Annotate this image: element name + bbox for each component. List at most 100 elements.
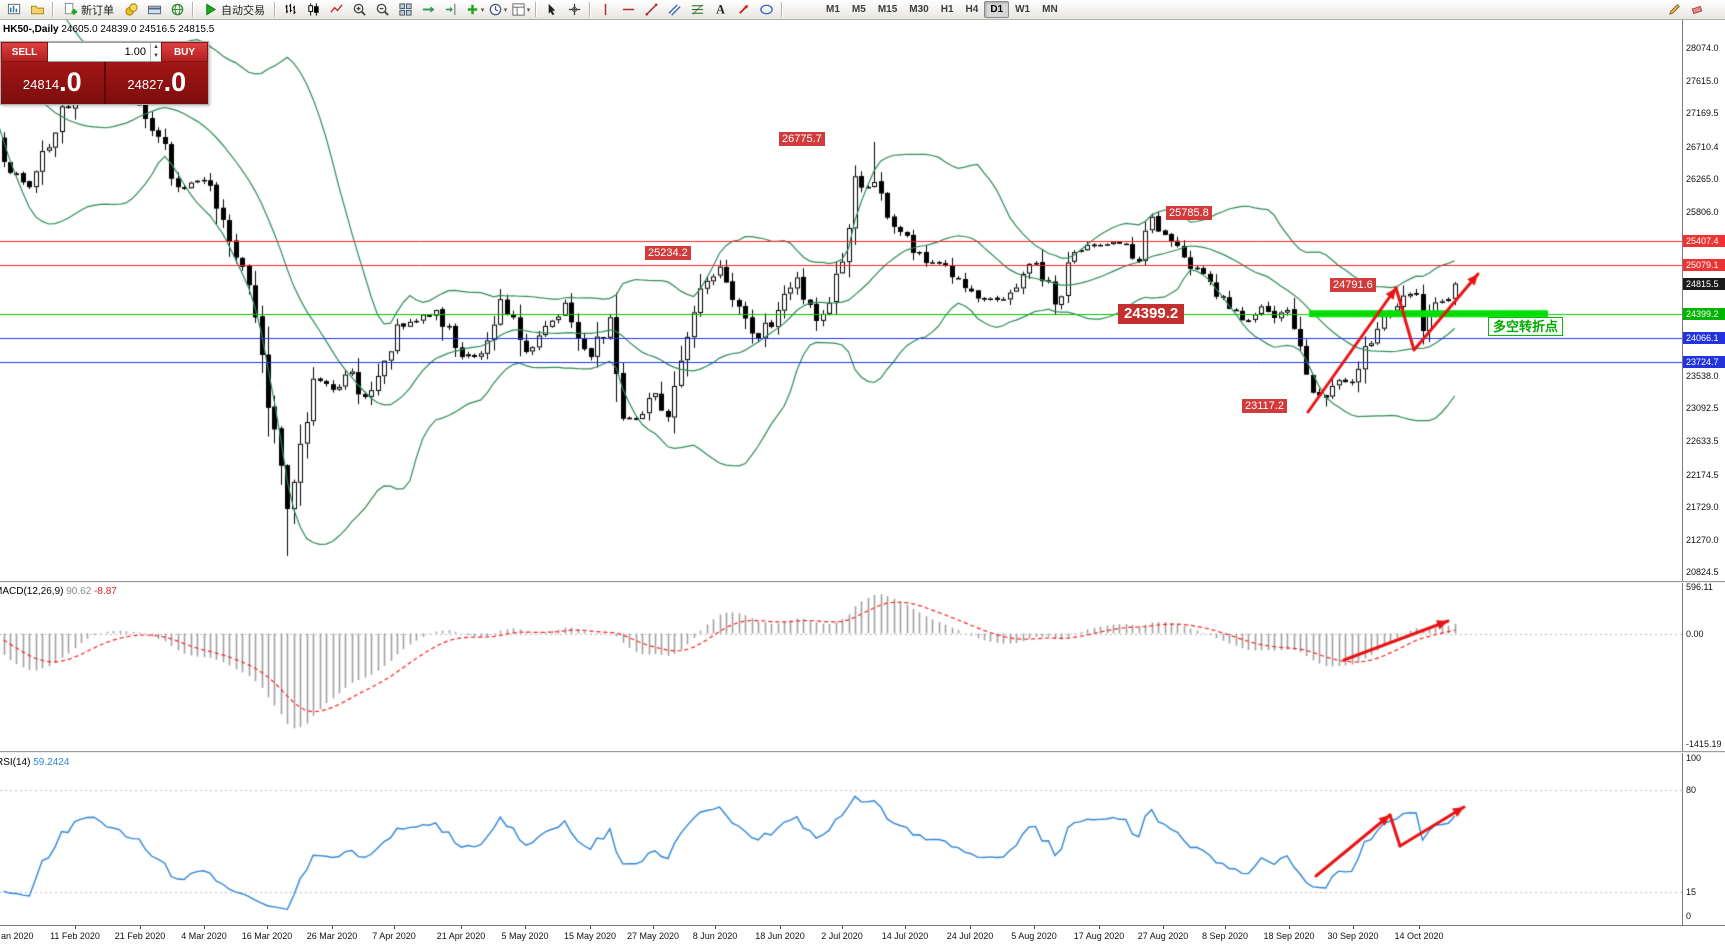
price-axis[interactable]: 28074.0 27615.0 27169.5 26710.4 26265.0 25806… [1682, 20, 1725, 925]
x-axis-date: an 2020 [1, 931, 34, 941]
crosshair-icon[interactable] [563, 1, 586, 19]
toolbar-separator [192, 2, 194, 17]
macd-indicator-label: MACD(12,26,9) 90.62 -8.87 [0, 586, 117, 597]
buy-price-main: 24827 [127, 77, 164, 92]
arrows-icon[interactable] [732, 1, 755, 19]
zoom-in-icon[interactable] [348, 1, 371, 19]
tile-windows-icon[interactable] [394, 1, 417, 19]
profiles-icon[interactable] [26, 1, 49, 19]
x-axis-tick-mark [1225, 926, 1226, 929]
channel-icon[interactable] [663, 1, 686, 19]
y-axis-tick: 23092.5 [1686, 403, 1719, 414]
sell-price-button[interactable]: 24814.0 [1, 62, 104, 104]
timeframe-M30[interactable]: M30 [903, 1, 934, 18]
x-axis-date: 21 Feb 2020 [114, 931, 166, 941]
x-axis-date: 21 Apr 2020 [436, 931, 486, 941]
x-axis-tick-mark [905, 926, 906, 929]
price-callout-23117.2[interactable]: 23117.2 [1242, 399, 1287, 413]
x-axis-date: 5 May 2020 [501, 931, 549, 941]
fibonacci-icon[interactable] [686, 1, 709, 19]
spinner-down-icon[interactable]: ▼ [153, 53, 159, 59]
x-axis-tick-mark [461, 926, 462, 929]
autotrading-button[interactable]: 自动交易 [197, 1, 271, 19]
buy-price-button[interactable]: 24827.0 [106, 62, 209, 104]
eraser-icon[interactable] [1686, 1, 1709, 19]
cursor-icon[interactable] [540, 1, 563, 19]
x-axis-tick-mark [1419, 926, 1420, 929]
dropdown-caret-icon[interactable]: ▾ [503, 6, 508, 14]
templates-icon[interactable]: ▾ [509, 1, 532, 19]
timeframe-MN[interactable]: MN [1036, 1, 1064, 18]
x-axis-date: 14 Jul 2020 [881, 931, 929, 941]
text-icon[interactable]: A [709, 1, 732, 19]
new-order-button[interactable]: 新订单 [57, 1, 120, 19]
x-axis-tick-mark [842, 926, 843, 929]
indicators-icon[interactable]: ▾ [463, 1, 486, 19]
timeframe-H1[interactable]: H1 [935, 1, 960, 18]
periods-icon[interactable]: ▾ [486, 1, 509, 19]
macd-signal-value: -8.87 [94, 586, 117, 597]
timeframe-H4[interactable]: H4 [960, 1, 985, 18]
new-chart-icon[interactable] [3, 1, 26, 19]
trendline-icon[interactable] [640, 1, 663, 19]
macd-main-value: 90.62 [66, 586, 92, 597]
price-callout-24399.2[interactable]: 24399.2 [1118, 304, 1185, 324]
volume-field[interactable]: 1.00 ▲ ▼ [48, 42, 161, 62]
sell-button[interactable]: SELL [1, 42, 48, 62]
bar-chart-icon[interactable] [279, 1, 302, 19]
x-axis-date: 2 Jul 2020 [821, 931, 863, 941]
withdraw-icon[interactable] [143, 1, 166, 19]
spinner-up-icon[interactable]: ▲ [153, 44, 159, 50]
y-axis-tick: 27169.5 [1686, 108, 1719, 119]
zoom-out-icon[interactable] [371, 1, 394, 19]
timeframe-D1[interactable]: D1 [984, 1, 1010, 18]
support-icon[interactable] [166, 1, 189, 19]
chart-shift-icon[interactable] [440, 1, 463, 19]
buy-button[interactable]: BUY [161, 42, 208, 62]
y-axis-tick: 20824.5 [1686, 567, 1719, 578]
timeframe-W1[interactable]: W1 [1009, 1, 1036, 18]
pane-separator[interactable] [0, 751, 1725, 753]
price-callout-26775.7[interactable]: 26775.7 [779, 132, 825, 146]
y-axis-tick: 27615.0 [1686, 76, 1719, 87]
x-axis-date: 16 Mar 2020 [241, 931, 293, 941]
vertical-line-icon[interactable] [594, 1, 617, 19]
symbol-period-label: HK50-,Daily [3, 24, 59, 35]
pane-separator[interactable] [0, 581, 1725, 583]
rsi-indicator-label: RSI(14) 59.2424 [0, 757, 69, 768]
candlestick-chart-icon[interactable] [302, 1, 325, 19]
dropdown-caret-icon[interactable]: ▾ [480, 6, 485, 14]
auto-scroll-icon[interactable] [417, 1, 440, 19]
y-axis-price-label-25407.4: 25407.4 [1683, 234, 1725, 247]
sell-price-frac: .0 [59, 67, 82, 97]
horizontal-line-icon[interactable] [617, 1, 640, 19]
macd-axis-tick: -1415.19 [1686, 738, 1722, 749]
y-axis-tick: 21270.0 [1686, 534, 1719, 545]
x-axis-tick-mark [1034, 926, 1035, 929]
shapes-icon[interactable] [755, 1, 778, 19]
x-axis-date: 7 Apr 2020 [372, 931, 416, 941]
x-axis-tick-mark [140, 926, 141, 929]
chart-window[interactable]: HK50-,Daily 24605.0 24839.0 24516.5 2481… [0, 20, 1725, 944]
turning-point-note[interactable]: 多空转折点 [1488, 317, 1564, 336]
y-axis-price-label-24066.1: 24066.1 [1683, 331, 1725, 344]
toolbar-separator [589, 2, 591, 17]
y-axis-tick: 23538.0 [1686, 370, 1719, 381]
timeframe-M5[interactable]: M5 [846, 1, 872, 18]
timeframe-M1[interactable]: M1 [820, 1, 846, 18]
price-chart-canvas[interactable] [0, 20, 1682, 926]
price-callout-24791.6[interactable]: 24791.6 [1330, 278, 1376, 292]
line-chart-icon[interactable] [325, 1, 348, 19]
y-axis-tick: 28074.0 [1686, 43, 1719, 53]
deposit-icon[interactable] [120, 1, 143, 19]
time-axis[interactable]: an 2020 11 Feb 2020 21 Feb 2020 4 Mar 2020 1… [0, 925, 1725, 944]
y-axis-tick: 22174.5 [1686, 469, 1719, 480]
price-callout-25234.2[interactable]: 25234.2 [645, 246, 691, 260]
dropdown-caret-icon[interactable]: ▾ [526, 6, 531, 14]
price-callout-25785.8[interactable]: 25785.8 [1166, 206, 1212, 220]
timeframe-M15[interactable]: M15 [872, 1, 903, 18]
x-axis-date: 4 Mar 2020 [181, 931, 227, 941]
volume-spinner[interactable]: ▲ ▼ [150, 43, 161, 61]
pencil-icon[interactable] [1663, 1, 1686, 19]
